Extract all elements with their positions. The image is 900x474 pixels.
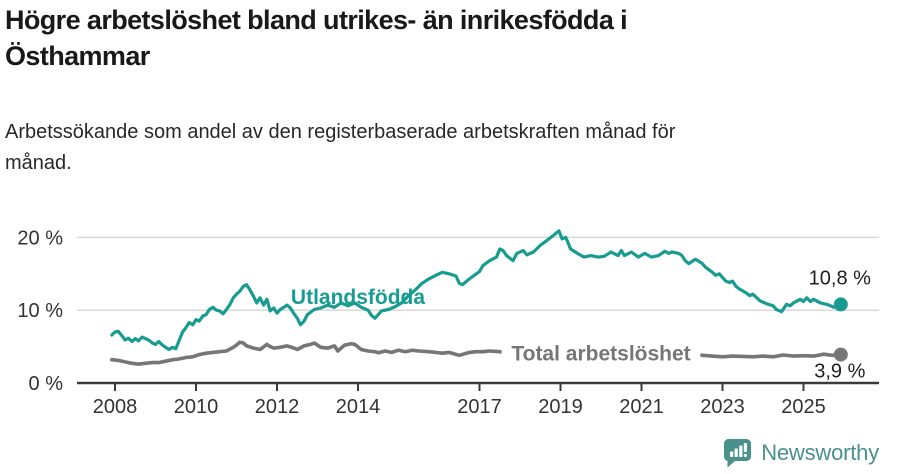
series-line-utlandsfodda (110, 229, 843, 352)
bar-chart-speech-bubble-icon (724, 439, 752, 468)
series-label-bg-total-arbetsloshet (501, 340, 701, 365)
x-tick-label: 2008 (93, 396, 138, 418)
x-tick-label: 2014 (336, 396, 381, 418)
series-line-total-arbetsloshet (110, 340, 843, 366)
x-tick-label: 2025 (781, 396, 826, 418)
x-tick-label: 2012 (255, 396, 300, 418)
chart-subtitle-line-2: månad. (5, 152, 72, 174)
newsworthy-brand-name: Newsworthy (761, 440, 879, 465)
series-end-value-total-arbetsloshet: 3,9 % (814, 361, 865, 383)
y-tick-label: 10 % (17, 300, 63, 322)
y-tick-label: 0 % (29, 373, 64, 395)
newsworthy-footer: Newsworthy (723, 438, 879, 468)
page-title-line-1: Högre arbetslöshet bland utrikes- än inr… (5, 5, 628, 35)
x-tick-label: 2023 (700, 396, 745, 418)
y-tick-label: 20 % (17, 227, 63, 249)
x-tick-label: 2017 (457, 396, 502, 418)
x-tick-label: 2010 (174, 396, 219, 418)
series-end-value-utlandsfodda: 10,8 % (809, 267, 871, 289)
chart-subtitle-line-1: Arbetssökande som andel av den registerb… (5, 121, 676, 143)
page-title: Högre arbetslöshet bland utrikes- än inr… (5, 2, 628, 74)
chart-subtitle: Arbetssökande som andel av den registerb… (5, 117, 675, 179)
series-end-dot-utlandsfodda (833, 297, 848, 312)
x-tick-label: 2019 (538, 396, 583, 418)
x-tick-label: 2021 (619, 396, 664, 418)
series-end-dot-total-arbetsloshet (833, 347, 848, 362)
series-label-utlandsfodda: Utlandsfödda (291, 286, 425, 309)
page-title-line-2: Östhammar (5, 41, 150, 71)
series-label-total-arbetsloshet: Total arbetslöshet (511, 342, 690, 365)
